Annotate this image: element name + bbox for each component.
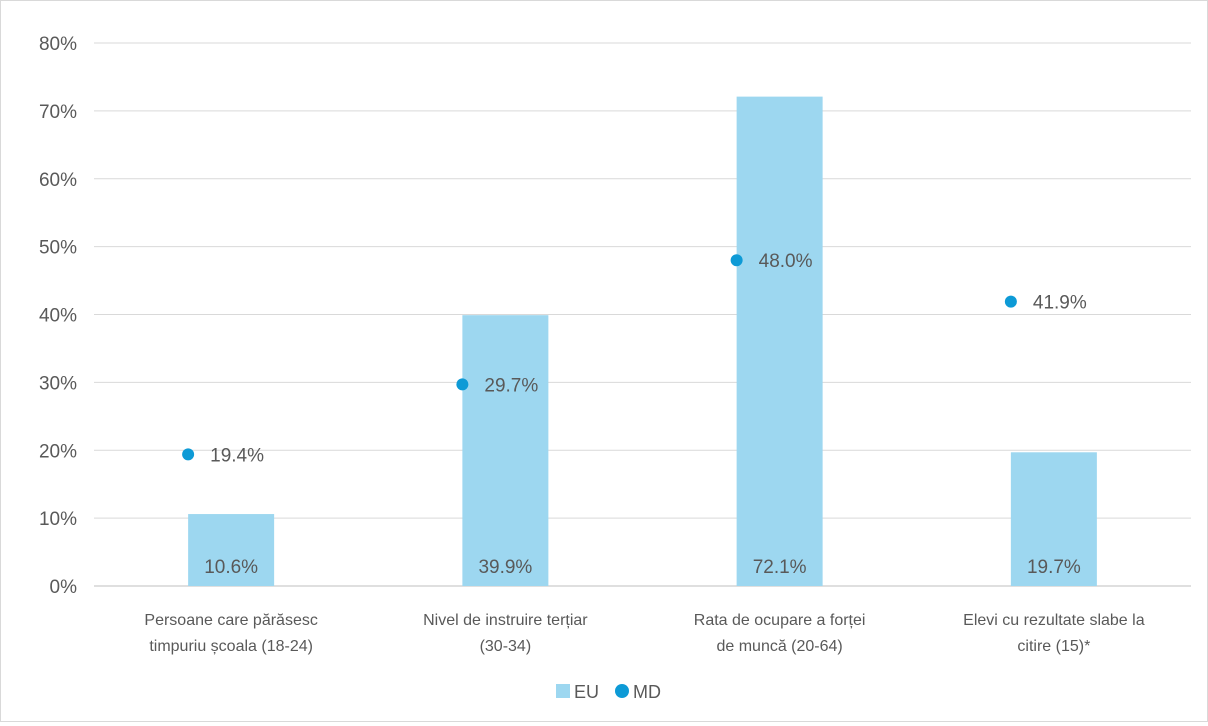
y-tick-label: 50% <box>39 238 77 259</box>
md-point-label: 41.9% <box>1033 293 1087 314</box>
y-tick-label: 70% <box>39 102 77 123</box>
md-point <box>456 378 468 390</box>
md-point <box>731 254 743 266</box>
eu-bars: 10.6% 39.9% 72.1% 19.7% <box>188 97 1097 586</box>
md-point-label: 29.7% <box>484 375 538 396</box>
legend: EU MD <box>556 682 661 702</box>
category-label: (30-34) <box>480 638 532 655</box>
legend-md-label: MD <box>633 682 661 702</box>
y-tick-label: 60% <box>39 170 77 191</box>
md-points: 19.4% 29.7% 48.0% 41.9% <box>182 251 1087 466</box>
category-label: Persoane care părăsesc <box>144 612 317 629</box>
category-label: Elevi cu rezultate slabe la <box>963 612 1145 629</box>
md-point-label: 48.0% <box>759 251 813 272</box>
category-label: de muncă (20-64) <box>716 638 842 655</box>
md-point <box>1005 296 1017 308</box>
eu-bar-label: 10.6% <box>204 557 258 578</box>
legend-eu-label: EU <box>574 682 599 702</box>
eu-bar <box>737 97 823 586</box>
y-tick-label: 80% <box>39 34 77 55</box>
category-label: Nivel de instruire terțiar <box>423 612 588 629</box>
legend-eu-swatch <box>556 684 570 698</box>
eu-bar-label: 39.9% <box>478 557 532 578</box>
legend-md-marker <box>615 684 629 698</box>
x-axis: Persoane care părăsesc timpuriu școala (1… <box>144 612 1144 655</box>
eu-bar-label: 19.7% <box>1027 557 1081 578</box>
y-tick-label: 20% <box>39 441 77 462</box>
y-tick-label: 40% <box>39 306 77 327</box>
eu-bar-label: 72.1% <box>753 557 807 578</box>
y-tick-label: 0% <box>50 577 78 598</box>
md-point-label: 19.4% <box>210 445 264 466</box>
y-tick-label: 10% <box>39 509 77 530</box>
category-label: Rata de ocupare a forței <box>694 612 866 629</box>
y-axis: 0% 10% 20% 30% 40% 50% 60% 70% 80% <box>39 34 77 598</box>
md-point <box>182 448 194 460</box>
category-label: citire (15)* <box>1017 638 1090 655</box>
y-tick-label: 30% <box>39 373 77 394</box>
eu-bar <box>462 315 548 586</box>
category-label: timpuriu școala (18-24) <box>149 638 313 655</box>
